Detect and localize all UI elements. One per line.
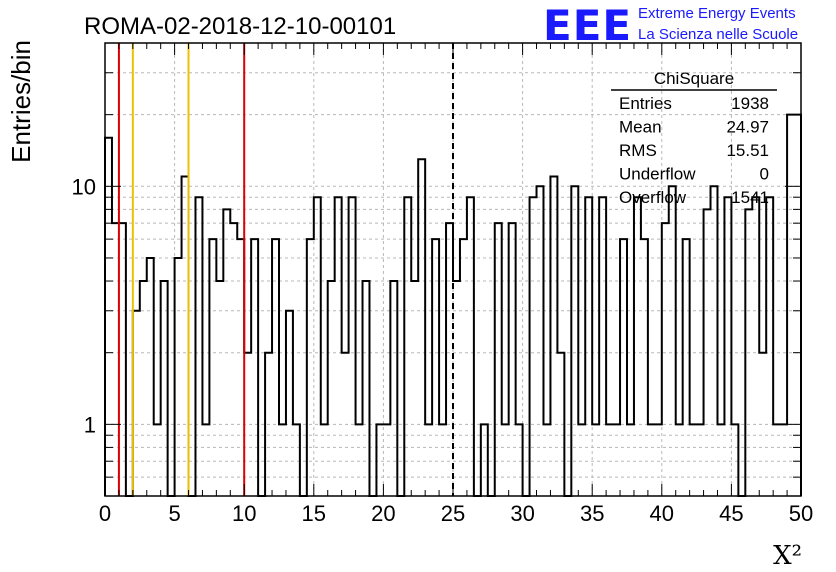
stats-row-label: Overflow [619, 188, 687, 207]
x-tick-label: 30 [510, 501, 534, 526]
x-tick-label: 15 [302, 501, 326, 526]
x-tick-label: 40 [650, 501, 674, 526]
stats-box: ChiSquare Entries 1938 Mean 24.97 RMS 15.51 Un… [611, 69, 777, 207]
logo-line-1: Extreme Energy Events [638, 5, 796, 22]
x-tick-label: 5 [168, 501, 180, 526]
x-tick-label: 25 [441, 501, 465, 526]
stats-title: ChiSquare [654, 69, 734, 88]
x-tick-label: 45 [719, 501, 743, 526]
x-tick-label: 10 [232, 501, 256, 526]
x-tick-labels: 0 5 10 15 20 25 30 35 40 45 50 [99, 501, 813, 526]
stats-row-label: Mean [619, 118, 662, 137]
y-tick-label: 10 [72, 174, 96, 199]
x-axis-label: X² [773, 541, 802, 571]
stats-row-value: 1938 [731, 94, 769, 113]
stats-row-label: RMS [619, 141, 657, 160]
x-tick-label: 50 [789, 501, 813, 526]
threshold-markers [117, 43, 454, 496]
eee-logo: EEE Extreme Energy Events La Scienza nel… [543, 1, 798, 50]
x-tick-label: 35 [580, 501, 604, 526]
y-tick-label: 1 [84, 412, 96, 437]
x-tick-label: 20 [371, 501, 395, 526]
stats-row-value: 1541 [731, 188, 769, 207]
y-tick-labels: 1 10 [72, 174, 96, 437]
stats-row-value: 15.51 [726, 141, 769, 160]
logo-mark: EEE [543, 1, 632, 50]
y-axis-label: Entries/bin [6, 40, 36, 163]
x-tick-label: 0 [99, 501, 111, 526]
axis-ticks [104, 42, 802, 497]
stats-row-label: Underflow [619, 165, 696, 184]
stats-row-value: 24.97 [726, 118, 769, 137]
stats-row-label: Entries [619, 94, 672, 113]
histogram-series [104, 113, 802, 497]
run-title: ROMA-02-2018-12-10-00101 [84, 13, 396, 40]
logo-line-2: La Scienza nelle Scuole [638, 26, 798, 43]
stats-row-value: 0 [760, 165, 769, 184]
